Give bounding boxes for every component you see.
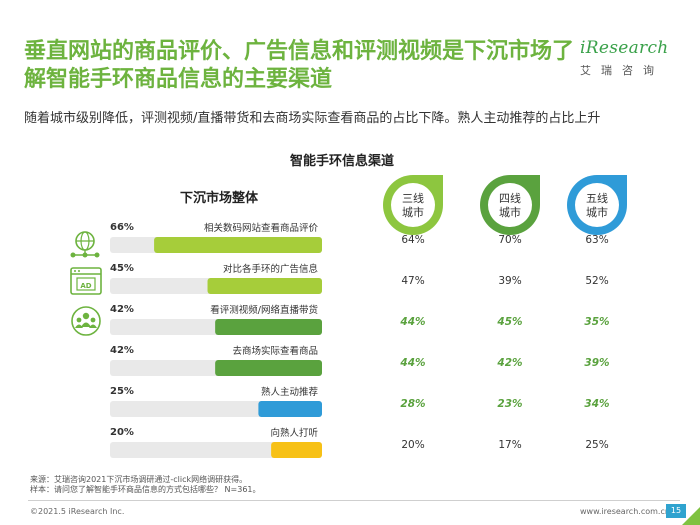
tier-value: 35% — [584, 316, 609, 328]
tier-value: 42% — [496, 357, 522, 369]
bar-value-label: 42% — [110, 345, 134, 356]
chart-title: 智能手环信息渠道 — [290, 154, 395, 169]
logo-brand: iResearch — [580, 38, 669, 58]
bar-category-label: 相关数码网站查看商品评价 — [204, 222, 319, 234]
tier-value: 64% — [401, 234, 424, 246]
tier-value: 39% — [498, 275, 521, 287]
bar-value-label: 45% — [110, 263, 134, 274]
copyright-text: ©2021.5 iResearch Inc. — [30, 507, 125, 516]
bar-track — [110, 442, 322, 458]
tier-value: 44% — [399, 357, 425, 369]
source-note: 来源：艾瑞咨询2021下沉市场调研通过-click网络调研获得。 — [30, 475, 248, 484]
tier-label: 三线 — [402, 191, 424, 205]
bar — [215, 319, 322, 335]
tier-value: 28% — [400, 398, 425, 410]
footer-divider — [28, 500, 680, 501]
tier-bubble-inner — [488, 183, 532, 227]
bar-category-label: 对比各手环的广告信息 — [223, 263, 318, 275]
tier-value: 20% — [401, 439, 424, 451]
footnote: 来源：艾瑞咨询2021下沉市场调研通过-click网络调研获得。 样本：请问您了… — [30, 475, 261, 495]
bar-value-label: 25% — [110, 386, 134, 397]
bar-value-label: 42% — [110, 304, 134, 315]
website-text: www.iresearch.com.cn — [580, 507, 670, 516]
tier-label: 四线 — [499, 191, 521, 205]
bar — [154, 237, 322, 253]
tier-value: 34% — [584, 398, 609, 410]
bar — [215, 360, 322, 376]
bar-category-label: 看评测视频/网络直播带货 — [210, 304, 318, 316]
globe-network-icon — [70, 231, 100, 258]
page-subtitle: 随着城市级别降低，评测视频/直播带货和去商场实际查看商品的占比下降。熟人主动推荐… — [24, 111, 601, 126]
tier-bubble-inner — [575, 183, 619, 227]
bar — [258, 401, 322, 417]
bar-category-label: 去商场实际查看商品 — [232, 345, 318, 357]
sample-note: 样本：请问您了解智能手环商品信息的方式包括哪些？ N=361。 — [30, 485, 261, 494]
bar — [271, 442, 322, 458]
svg-text:AD: AD — [80, 282, 91, 290]
tier-value: 44% — [399, 316, 425, 328]
corner-decoration — [682, 507, 700, 525]
people-group-icon — [71, 306, 101, 336]
tier-value: 17% — [498, 439, 521, 451]
tier-value: 45% — [496, 316, 522, 328]
bar-category-label: 向熟人打听 — [270, 427, 318, 439]
tier-label: 城市 — [402, 205, 424, 219]
bar — [207, 278, 322, 294]
iresearch-logo: iResearch 艾瑞咨询 — [580, 38, 690, 86]
tier-label: 五线 — [586, 191, 608, 205]
bar-category-label: 熟人主动推荐 — [261, 386, 319, 398]
tier-value: 63% — [585, 234, 608, 246]
tier-label: 城市 — [586, 205, 608, 219]
page-number: 15 — [666, 504, 686, 518]
tier-value: 47% — [401, 275, 424, 287]
tier-value: 70% — [498, 234, 521, 246]
tier-value: 39% — [584, 357, 609, 369]
tier-value: 23% — [497, 398, 522, 410]
tier-value: 52% — [585, 275, 608, 287]
tier-bubble-inner — [391, 183, 435, 227]
left-panel-title: 下沉市场整体 — [180, 191, 259, 206]
tier-value: 25% — [585, 439, 608, 451]
page-title: 垂直网站的商品评价、广告信息和评测视频是下沉市场了解智能手环商品信息的主要渠道 — [24, 39, 575, 92]
ad-window-icon: AD — [70, 267, 102, 295]
bar-value-label: 20% — [110, 427, 134, 438]
tier-label: 城市 — [499, 205, 521, 219]
logo-sub: 艾瑞咨询 — [580, 64, 664, 77]
bar-value-label: 66% — [110, 222, 134, 233]
